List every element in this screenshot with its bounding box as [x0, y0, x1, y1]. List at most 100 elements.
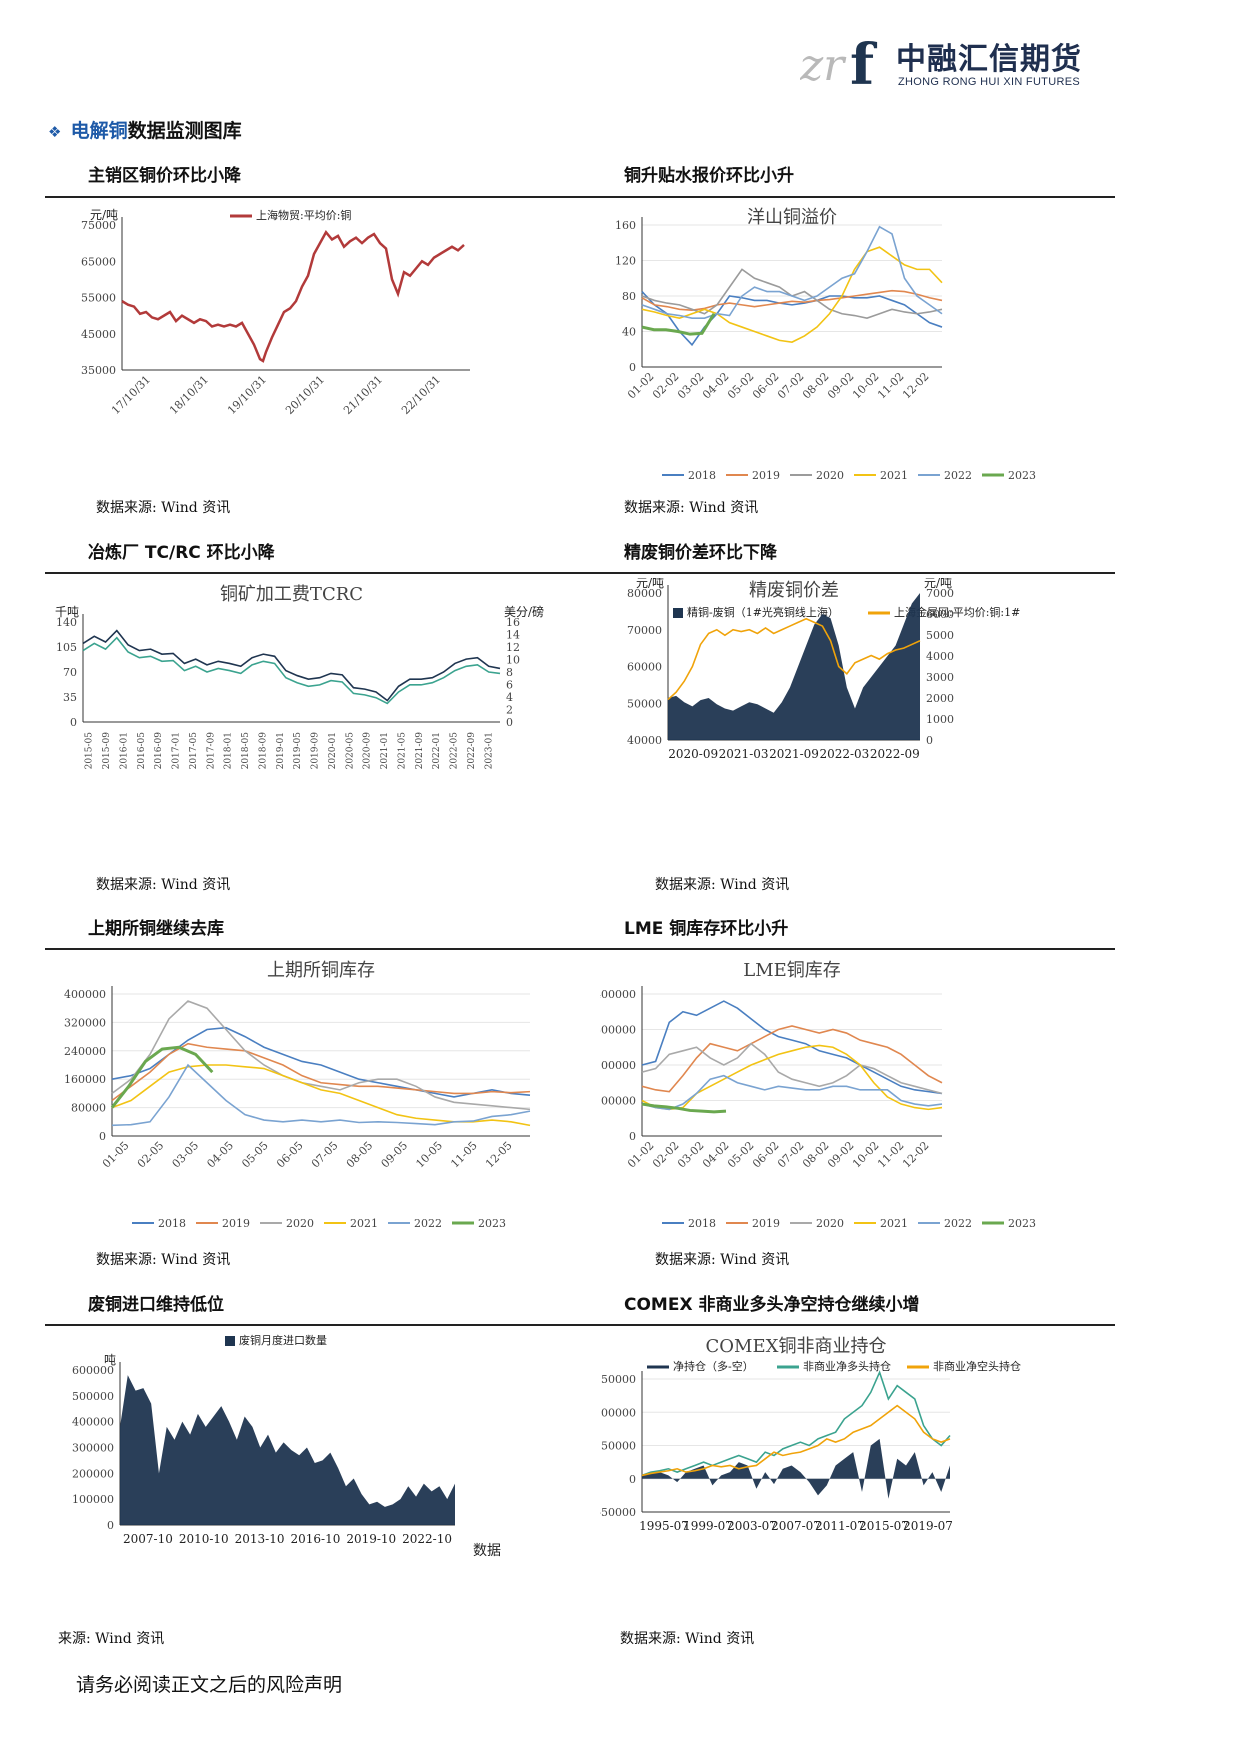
- series-0-line: [111, 1026, 531, 1098]
- x-tick-label: 03-02: [675, 370, 707, 402]
- section-bullet-icon: ❖: [48, 123, 62, 141]
- x-tick-label: 2013-10: [235, 1532, 285, 1546]
- x-tick-label: 05-02: [725, 1139, 757, 1171]
- x-tick-label: 05-02: [725, 370, 757, 402]
- x-tick-label: 22/10/31: [399, 373, 443, 417]
- x-tick-label: 2019-07: [903, 1519, 953, 1533]
- panel-title-6: LME 铜库存环比小升: [624, 919, 789, 939]
- x-tick-label: 03-02: [675, 1139, 707, 1171]
- panel-title-3: 冶炼厂 TC/RC 环比小降: [88, 543, 275, 563]
- series-2-line: [641, 268, 943, 320]
- chart-shfe-inventory: 上期所铜库存 0 80000 160000 240000 320000 400000 01-0…: [60, 958, 540, 1233]
- y-tick-label: 70000: [627, 624, 662, 637]
- x-tick-label: 01-02: [625, 1139, 657, 1171]
- x-tick-label: 2018-05: [241, 732, 251, 770]
- legend-label: 2020: [816, 1217, 844, 1230]
- series-4-line: [641, 225, 943, 319]
- x-tick-label: 2020-09: [668, 747, 718, 761]
- y-tick-label: 80000: [71, 1102, 106, 1115]
- x-tick-label: 02-05: [135, 1139, 167, 1171]
- y2-tick-label: 0: [506, 716, 513, 729]
- y-tick-label: 75000: [81, 219, 116, 232]
- chart-lme-inventory: LME铜库存 0 100000 200000 300000 400000 01-0202-0…: [600, 958, 1080, 1233]
- x-tick-label: 2016-10: [290, 1532, 340, 1546]
- legend-label: 上海金属网:平均价:铜:1#: [894, 605, 1020, 619]
- y-tick-label: 240000: [64, 1045, 106, 1058]
- legend-label: 2022: [414, 1217, 442, 1230]
- y-tick-label: 400000: [64, 988, 106, 1001]
- x-tick-label: 20/10/31: [283, 373, 327, 417]
- legend-label: 净持仓（多-空）: [673, 1359, 754, 1373]
- y-tick-label: 55000: [81, 292, 116, 305]
- y2-tick-label: 6000: [926, 608, 954, 621]
- panel-title-4: 精废铜价差环比下降: [624, 543, 777, 563]
- x-tick-label: 2011-07: [815, 1519, 865, 1533]
- y-tick-label: 45000: [81, 328, 116, 341]
- x-tick-label: 02-02: [650, 370, 682, 402]
- x-tick-label: 10-02: [850, 370, 882, 402]
- divider: [45, 1324, 1115, 1326]
- x-tick-label: 21/10/31: [341, 373, 385, 417]
- legend-label: 2021: [880, 1217, 908, 1230]
- divider: [45, 196, 1115, 198]
- chart-title: 上期所铜库存: [267, 960, 375, 981]
- y-axis-label: 元/吨: [90, 208, 118, 222]
- series-3-line: [641, 246, 943, 343]
- x-tick-label: 04-05: [204, 1139, 236, 1171]
- y-tick-label: 40000: [627, 734, 662, 747]
- divider: [45, 948, 1115, 950]
- y-tick-label: 65000: [81, 255, 116, 268]
- y-tick-label: 100000: [72, 1493, 114, 1506]
- x-tick-label: 18/10/31: [167, 373, 211, 417]
- y-tick-label: 0: [629, 361, 636, 374]
- legend-label: 2021: [880, 469, 908, 482]
- y-tick-label: 300000: [72, 1442, 114, 1455]
- series-1-line: [667, 617, 921, 701]
- source-note-2: 数据来源: Wind 资讯: [624, 500, 759, 516]
- series-0-area: [668, 593, 920, 740]
- y-tick-label: 80000: [627, 587, 662, 600]
- section-title: ❖ 电解铜数据监测图库: [48, 116, 242, 143]
- x-tick-label: 2019-05: [293, 732, 303, 770]
- x-tick-label: 2018-09: [258, 732, 268, 770]
- x-tick-label: 2019-10: [346, 1532, 396, 1546]
- x-tick-label: 2016-05: [137, 732, 147, 770]
- panel-title-5: 上期所铜继续去库: [88, 919, 224, 939]
- y-tick-label: 200000: [600, 1059, 636, 1072]
- series-1-line: [641, 1370, 951, 1477]
- legend-label: 精铜-废铜（1#光亮铜线上海）: [687, 605, 839, 619]
- x-tick-label: 06-02: [750, 370, 782, 402]
- legend-label: 2020: [816, 469, 844, 482]
- chart-title: 精废铜价差: [749, 580, 839, 601]
- x-tick-label: 09-02: [825, 1139, 857, 1171]
- logo-english: ZHONG RONG HUI XIN FUTURES: [898, 76, 1080, 88]
- y2-tick-label: 3000: [926, 671, 954, 684]
- y2-tick-label: 10: [506, 654, 520, 667]
- x-tick-label: 07-02: [775, 1139, 807, 1171]
- series-0-area: [642, 1438, 950, 1499]
- x-tick-label: 2019-01: [276, 732, 286, 769]
- x-trailing-label: 数据: [473, 1543, 501, 1559]
- legend-label: 2019: [752, 469, 780, 482]
- panel-title-2: 铜升贴水报价环比小升: [624, 166, 794, 186]
- x-tick-label: 03-05: [170, 1139, 202, 1171]
- chart-title: LME铜库存: [743, 960, 841, 981]
- y-tick-label: 60000: [627, 661, 662, 674]
- x-tick-label: 08-05: [344, 1139, 376, 1171]
- legend-label: 2022: [944, 469, 972, 482]
- y-axis-label: 吨: [104, 1353, 116, 1367]
- y-tick-label: 0: [629, 1473, 636, 1486]
- panel-title-8: COMEX 非商业多头净空持仓继续小增: [624, 1295, 920, 1315]
- legend-label: 2018: [688, 469, 716, 482]
- source-note-1: 数据来源: Wind 资讯: [96, 500, 231, 516]
- series-0-area: [120, 1375, 455, 1525]
- y-tick-label: 0: [629, 1130, 636, 1143]
- x-tick-label: 09-05: [379, 1139, 411, 1171]
- panel-title-7: 废铜进口维持低位: [88, 1295, 224, 1315]
- x-tick-label: 06-02: [750, 1139, 782, 1171]
- chart-title: 洋山铜溢价: [747, 207, 837, 228]
- y2-tick-label: 0: [926, 734, 933, 747]
- y-tick-label: 100000: [600, 1406, 636, 1419]
- y-tick-label: 80: [622, 290, 636, 303]
